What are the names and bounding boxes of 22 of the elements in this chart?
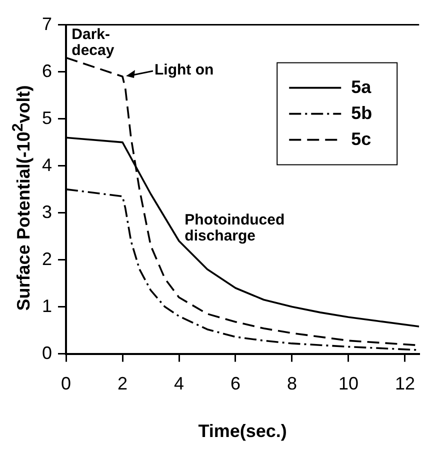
x-axis-title: Time(sec.) [198,421,287,442]
y-tick-label: 7 [42,14,52,34]
legend-label: 5c [351,128,372,149]
y-tick-label: 0 [42,342,52,363]
y-tick-label: 2 [42,248,52,269]
x-tick-label: 6 [230,374,241,394]
annotation: Photoinduced discharge [184,211,285,244]
x-tick-label: 10 [338,374,359,394]
x-tick-label: 12 [394,374,416,394]
legend-label: 5b [351,102,372,123]
annotation: Light on [154,62,214,79]
x-tick-label: 0 [61,374,72,394]
legend-label: 5a [351,76,372,97]
y-tick-label: 3 [42,202,52,222]
y-tick-label: 1 [42,296,52,316]
y-tick-label: 6 [42,60,52,81]
annotation: Dark- decay [72,26,115,59]
x-tick-label: 2 [118,374,128,394]
y-tick-label: 4 [42,154,52,175]
x-tick-label: 4 [174,374,184,394]
y-tick-label: 5 [42,108,52,128]
x-tick-label: 8 [286,374,298,394]
